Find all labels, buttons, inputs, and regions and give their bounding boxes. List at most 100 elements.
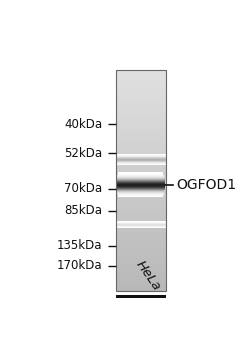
Bar: [116, 185, 165, 186]
Bar: [116, 157, 166, 158]
Text: HeLa: HeLa: [133, 258, 163, 293]
Bar: [116, 117, 166, 118]
Bar: [116, 94, 166, 95]
Bar: [116, 87, 166, 88]
Bar: [116, 284, 166, 285]
Bar: [116, 159, 166, 160]
Bar: [118, 195, 163, 196]
Bar: [116, 154, 166, 155]
Bar: [116, 198, 166, 199]
Bar: [116, 251, 166, 252]
Bar: [116, 80, 166, 81]
Bar: [116, 83, 166, 84]
Bar: [116, 228, 166, 229]
Bar: [116, 243, 166, 244]
Bar: [116, 272, 166, 273]
Bar: [116, 264, 166, 265]
Bar: [116, 183, 166, 184]
Bar: [116, 146, 166, 147]
Bar: [117, 178, 164, 179]
Bar: [116, 223, 166, 224]
Bar: [116, 187, 165, 188]
Bar: [117, 177, 164, 178]
Bar: [116, 216, 166, 217]
Bar: [116, 141, 166, 142]
Bar: [118, 175, 164, 176]
Bar: [116, 158, 166, 159]
Bar: [116, 129, 166, 130]
Bar: [116, 160, 166, 161]
Bar: [116, 290, 166, 291]
Bar: [117, 189, 165, 190]
Bar: [116, 81, 166, 82]
Bar: [116, 86, 166, 87]
Bar: [116, 161, 166, 162]
Bar: [116, 105, 166, 106]
Bar: [117, 191, 164, 192]
Bar: [116, 186, 166, 187]
Bar: [116, 196, 166, 197]
Bar: [117, 190, 164, 191]
Bar: [116, 258, 166, 259]
Bar: [116, 207, 166, 208]
Bar: [116, 273, 166, 274]
Bar: [116, 154, 166, 155]
Bar: [116, 215, 166, 216]
Bar: [116, 212, 166, 213]
Bar: [116, 219, 166, 220]
Bar: [116, 235, 166, 236]
Bar: [116, 159, 166, 160]
Bar: [116, 244, 166, 245]
Bar: [116, 234, 166, 235]
Bar: [116, 180, 166, 181]
Bar: [117, 193, 164, 194]
Bar: [116, 289, 166, 290]
Bar: [116, 104, 166, 105]
Bar: [116, 114, 166, 115]
Bar: [116, 161, 166, 162]
Bar: [116, 165, 166, 166]
Bar: [116, 153, 166, 154]
Bar: [116, 113, 166, 114]
Bar: [116, 70, 166, 291]
Bar: [116, 171, 166, 172]
Bar: [116, 271, 166, 272]
Bar: [116, 130, 166, 131]
Bar: [116, 170, 166, 171]
Bar: [116, 184, 165, 185]
Bar: [116, 159, 166, 160]
Bar: [116, 182, 165, 183]
Bar: [118, 173, 163, 174]
Bar: [116, 262, 166, 263]
Bar: [116, 168, 166, 169]
Bar: [116, 127, 166, 128]
Bar: [116, 150, 166, 151]
Bar: [116, 227, 166, 228]
Bar: [116, 115, 166, 116]
Bar: [116, 181, 165, 182]
Bar: [116, 91, 166, 92]
Bar: [116, 188, 165, 189]
Bar: [116, 248, 166, 249]
Bar: [116, 179, 166, 180]
Bar: [116, 252, 166, 253]
Bar: [116, 76, 166, 77]
Bar: [116, 124, 166, 125]
Bar: [116, 166, 166, 167]
Bar: [116, 267, 166, 268]
Bar: [116, 157, 166, 158]
Bar: [116, 112, 166, 113]
Bar: [117, 191, 164, 192]
Bar: [116, 189, 166, 190]
Bar: [116, 164, 166, 165]
Bar: [116, 70, 166, 71]
Bar: [116, 210, 166, 211]
Bar: [116, 186, 165, 187]
Bar: [116, 268, 166, 269]
Bar: [116, 209, 166, 210]
Bar: [116, 72, 166, 73]
Bar: [116, 186, 165, 187]
Bar: [116, 142, 166, 143]
Bar: [117, 176, 164, 177]
Bar: [116, 89, 166, 90]
